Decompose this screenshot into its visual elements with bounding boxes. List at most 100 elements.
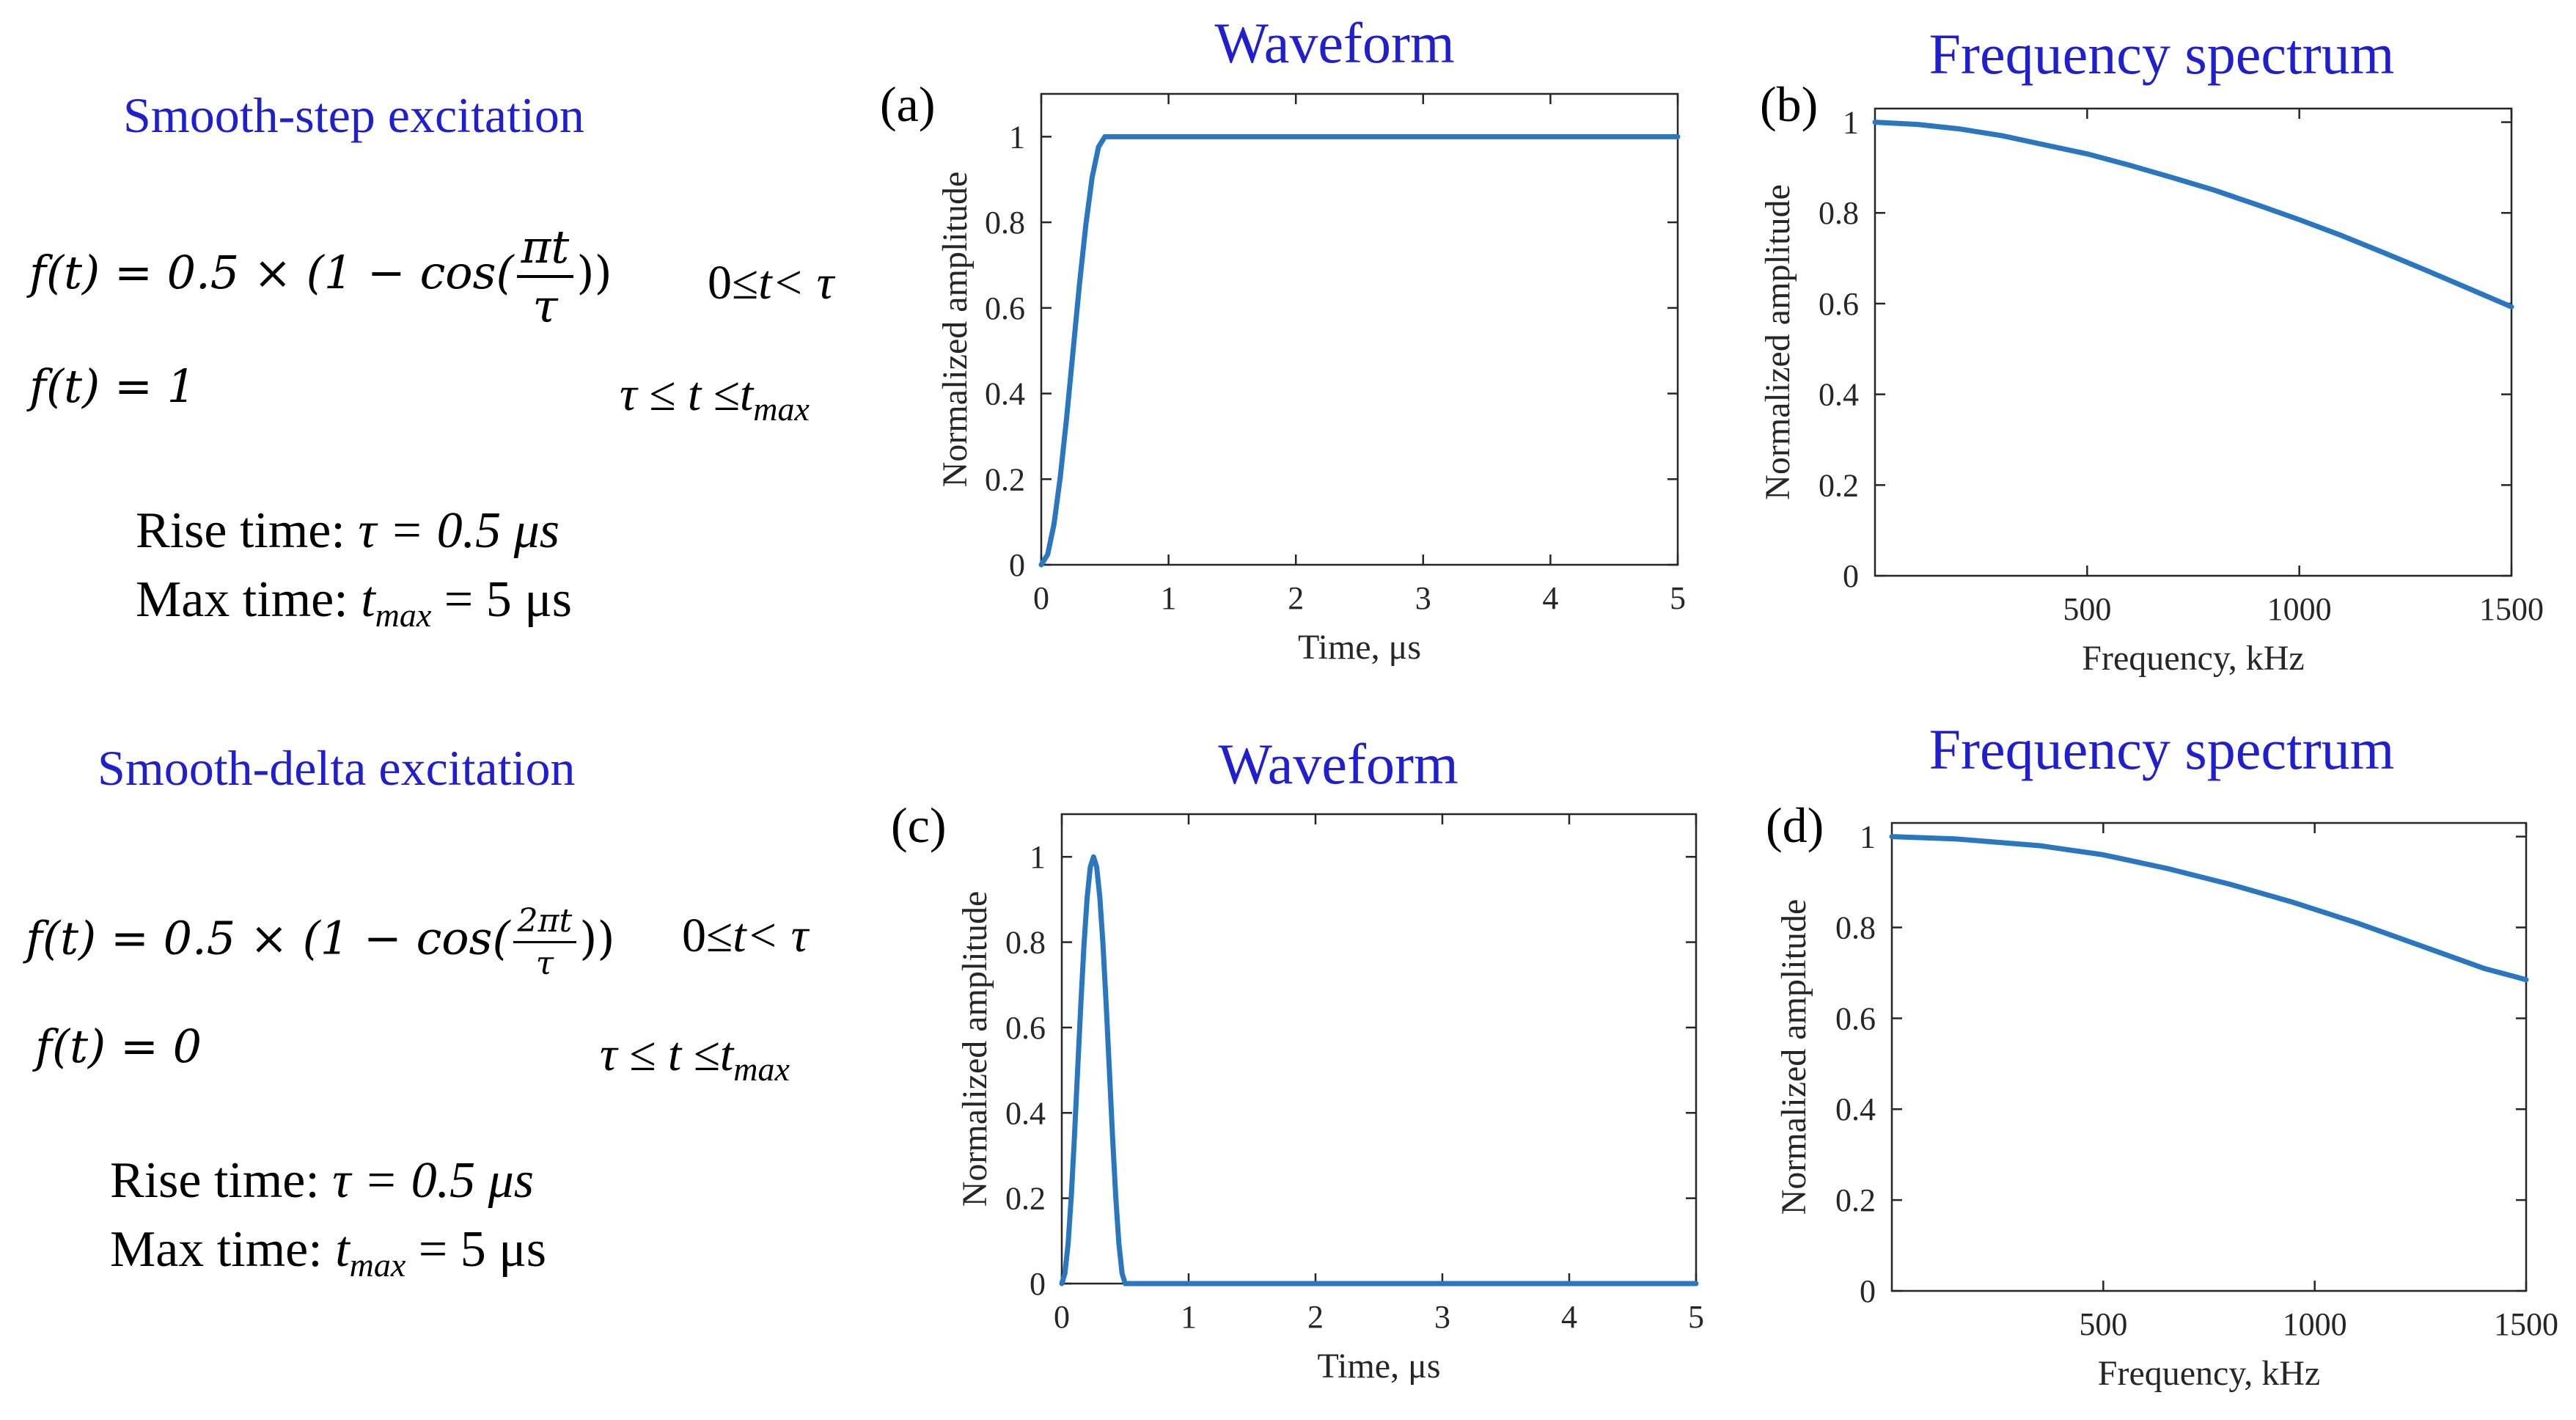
y-axis-label: Normalized amplitude (955, 891, 994, 1207)
eq-fraction-num: 2πt (513, 902, 577, 943)
y-tick-label: 0.8 (1835, 910, 1876, 945)
max-t: t (335, 1221, 350, 1278)
max-sub: max (375, 596, 432, 634)
y-tick-label: 0.4 (1819, 377, 1859, 413)
chart-title: Waveform (1214, 11, 1454, 75)
eq-fraction-num: πt (516, 220, 574, 278)
x-tick-label: 2 (1288, 580, 1304, 616)
y-axis-label: Normalized amplitude (936, 172, 975, 488)
eq-lhs: f(t) = 0.5 × (1 − cos( (29, 246, 514, 300)
step-condition-1: 0≤t< τ (708, 255, 834, 311)
step-equation-2: f(t) = 1 (29, 359, 197, 413)
cond-range: τ ≤ t ≤t (600, 1028, 734, 1081)
x-tick-label: 1000 (2267, 591, 2332, 627)
x-axis-label: Time, μs (1317, 1347, 1440, 1386)
max-label: Max time: (110, 1221, 323, 1278)
y-tick-label: 0.8 (985, 205, 1025, 241)
y-tick-label: 1 (1860, 819, 1876, 855)
y-tick-label: 0.2 (1819, 467, 1859, 503)
delta-condition-1: 0≤t< τ (682, 908, 808, 964)
x-tick-label: 5 (1670, 580, 1686, 616)
x-tick-label: 500 (2079, 1306, 2127, 1342)
chart-title: Waveform (1218, 732, 1458, 796)
y-tick-label: 0.4 (985, 376, 1025, 412)
x-tick-label: 5 (1688, 1299, 1704, 1335)
delta-equation-2: f(t) = 0 (35, 1020, 202, 1073)
x-tick-label: 1500 (2479, 591, 2544, 627)
y-tick-label: 1 (1843, 105, 1859, 141)
y-tick-label: 0.2 (1835, 1182, 1876, 1218)
eq-fraction: πt τ (516, 220, 574, 333)
rise-label: Rise time: (110, 1152, 320, 1209)
x-tick-label: 3 (1415, 580, 1431, 616)
x-tick-label: 1 (1181, 1299, 1197, 1335)
max-value: = 5 μs (406, 1221, 547, 1278)
y-tick-label: 0.8 (1005, 925, 1046, 961)
y-tick-label: 1 (1030, 839, 1046, 875)
axes-box (1874, 107, 2513, 577)
x-axis-label: Frequency, kHz (2098, 1354, 2320, 1393)
step-condition-2: τ ≤ t ≤tmax (620, 367, 810, 428)
y-tick-label: 0.6 (1005, 1010, 1046, 1046)
chart-a: Waveform (a) 0 1 2 3 4 5 0 0.2 0.4 0.6 0.8 1 Time, μs N… (880, 11, 1686, 667)
y-axis-label: Normalized amplitude (1775, 899, 1813, 1215)
x-tick-label: 1500 (2494, 1306, 2558, 1342)
panel-label: (c) (891, 797, 946, 853)
y-tick-label: 0.4 (1835, 1091, 1876, 1127)
step-rise-time: Rise time: τ = 0.5 μs (136, 502, 559, 560)
chart-title: Frequency spectrum (1929, 22, 2395, 86)
chart-b: Frequency spectrum (b) 500 1000 1500 0 0.2 0.4 0… (1758, 22, 2544, 678)
cond-a: 0≤ (682, 909, 733, 962)
delta-equation-1: f(t) = 0.5 × (1 − cos(2πt τ)) (26, 902, 615, 982)
series-line (1872, 120, 2514, 310)
series-line (1059, 854, 1699, 1287)
y-tick-label: 0.2 (1005, 1181, 1046, 1217)
cond-b: < τ (771, 256, 834, 310)
axes-box (1890, 821, 2528, 1292)
delta-condition-2: τ ≤ t ≤tmax (600, 1027, 790, 1088)
rise-value: τ = 0.5 μs (332, 1152, 534, 1209)
x-tick-label: 0 (1054, 1299, 1070, 1335)
rise-label: Rise time: (136, 502, 345, 559)
series-line (1889, 834, 2529, 983)
cond-t: t (758, 256, 772, 310)
eq-rhs: )) (576, 246, 612, 300)
x-tick-label: 2 (1307, 1299, 1324, 1335)
x-tick-label: 4 (1561, 1299, 1577, 1335)
cond-a: 0≤ (708, 256, 759, 310)
axes-box (1040, 92, 1679, 566)
y-tick-label: 0 (1030, 1266, 1046, 1302)
delta-rise-time: Rise time: τ = 0.5 μs (110, 1152, 534, 1210)
y-tick-label: 0.6 (1835, 1000, 1876, 1036)
rise-value: τ = 0.5 μs (358, 502, 559, 559)
delta-max-time: Max time: tmax = 5 μs (110, 1220, 546, 1284)
step-excitation-title: Smooth-step excitation (123, 87, 584, 143)
x-tick-label: 4 (1542, 580, 1558, 616)
series-line (1038, 133, 1681, 568)
axes-box (1060, 813, 1698, 1285)
y-tick-label: 1 (1009, 119, 1025, 155)
y-tick-label: 0.4 (1005, 1095, 1046, 1131)
max-t: t (361, 571, 375, 628)
chart-c: Waveform (c) 0 1 2 3 4 5 0 0.2 0.4 0.6 0.8 1 Time, μs N… (891, 732, 1704, 1386)
panel-label: (a) (880, 76, 935, 132)
eq-rhs: )) (579, 911, 615, 965)
y-tick-label: 0.6 (1819, 286, 1859, 322)
chart-title: Frequency spectrum (1929, 717, 2395, 781)
chart-d: Frequency spectrum (d) 500 1000 1500 0 0.2 0.4 0… (1766, 717, 2558, 1393)
cond-b: < τ (746, 909, 809, 962)
x-tick-label: 1 (1161, 580, 1177, 616)
panel-label: (b) (1760, 76, 1818, 132)
step-max-time: Max time: tmax = 5 μs (136, 571, 572, 634)
x-tick-label: 1000 (2283, 1306, 2347, 1342)
y-tick-label: 0 (1860, 1273, 1876, 1309)
eq-fraction: 2πt τ (513, 902, 577, 982)
y-tick-label: 0 (1009, 547, 1025, 583)
x-axis-label: Time, μs (1298, 628, 1421, 667)
max-label: Max time: (136, 571, 348, 628)
cond-sub: max (733, 1050, 790, 1088)
eq-fraction-den: τ (535, 945, 554, 982)
y-tick-label: 0.2 (985, 461, 1025, 497)
x-tick-label: 3 (1434, 1299, 1450, 1335)
